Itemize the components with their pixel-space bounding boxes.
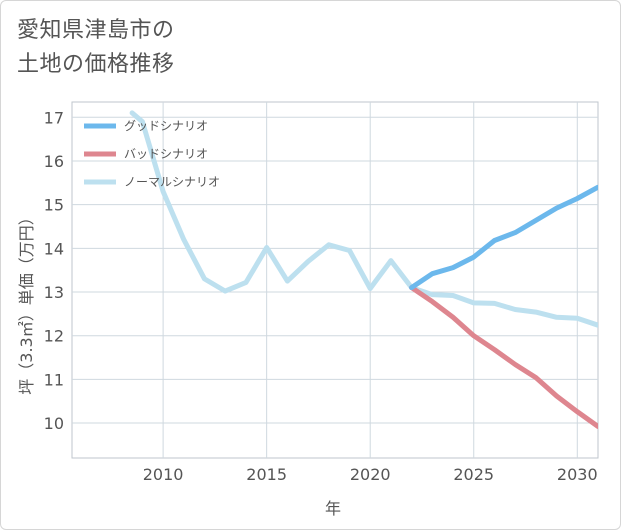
y-tick-label: 14 [44,239,64,258]
chart-title: 愛知県津島市の 土地の価格推移 [17,14,175,82]
y-tick-label: 10 [44,414,64,433]
x-tick-label: 2025 [453,465,494,484]
y-axis-label: 坪（3.3㎡）単価（万円） [17,209,36,394]
x-tick-label: 2030 [557,465,598,484]
x-axis-label: 年 [325,499,341,518]
y-tick-label: 16 [44,152,64,171]
legend-label: バッドシナリオ [124,147,208,161]
x-tick-label: 2010 [143,465,184,484]
series-lines [129,110,598,429]
chart-title-line-2: 土地の価格推移 [17,52,175,77]
legend-label: グッドシナリオ [124,119,208,133]
y-tick-label: 12 [44,327,64,346]
grid-lines [72,102,598,458]
series-line-1 [409,184,598,291]
chart-title-line-1: 愛知県津島市の [17,18,175,43]
y-tick-label: 15 [44,196,64,215]
series-line-2 [409,285,598,429]
y-tick-label: 17 [44,108,64,127]
x-tick-label: 2020 [350,465,391,484]
tick-labels: 2010 2015 2020 2025 2030 10 11 12 13 14 15 16 17 [44,108,598,484]
series-line-3 [129,110,598,328]
x-tick-label: 2015 [246,465,287,484]
y-tick-label: 13 [44,283,64,302]
legend-label: ノーマルシナリオ [124,175,220,189]
y-tick-label: 11 [44,370,64,389]
